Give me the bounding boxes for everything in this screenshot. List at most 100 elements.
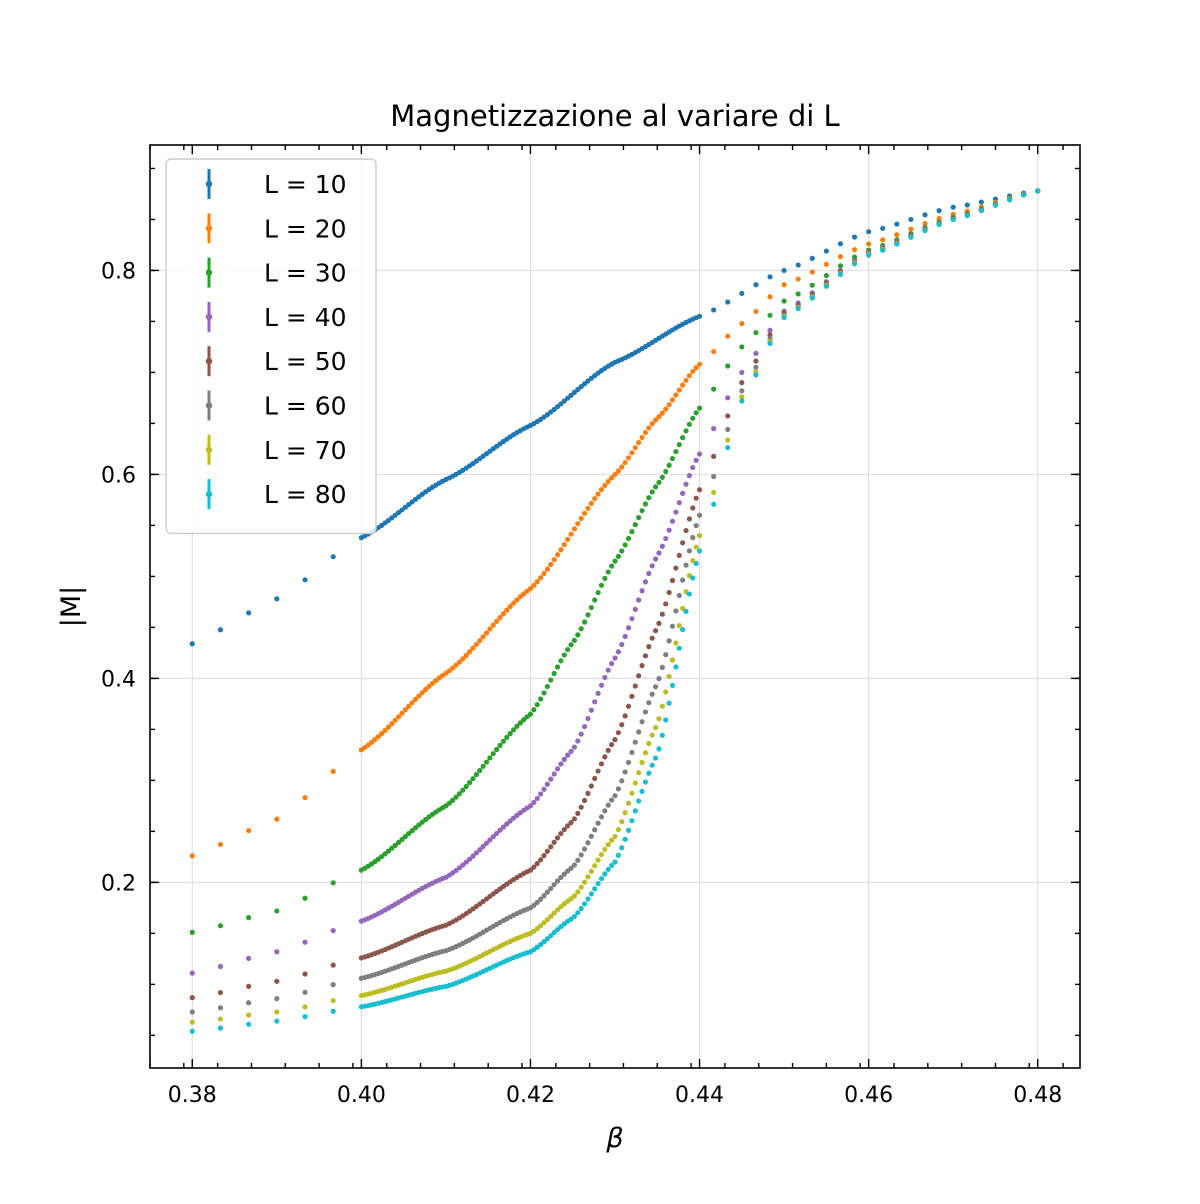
data-point — [592, 699, 598, 705]
data-point — [470, 853, 476, 859]
data-point — [554, 878, 561, 884]
data-point — [690, 415, 696, 421]
data-point — [659, 474, 665, 480]
data-point — [544, 889, 550, 895]
data-point — [866, 252, 872, 258]
data-point — [753, 358, 759, 364]
data-point — [541, 939, 547, 945]
data-point — [629, 529, 635, 535]
data-point — [696, 512, 703, 518]
data-point — [330, 1008, 336, 1014]
data-point — [866, 241, 872, 247]
data-point — [487, 837, 493, 843]
data-point — [753, 308, 759, 315]
data-point — [527, 711, 534, 717]
data-point — [302, 971, 308, 977]
data-point — [669, 657, 676, 663]
data-point — [510, 600, 517, 606]
data-point — [561, 542, 567, 548]
data-point — [646, 740, 652, 747]
data-point — [483, 840, 490, 846]
legend-marker-dot — [205, 402, 213, 409]
data-point — [446, 800, 452, 806]
data-point — [615, 649, 621, 655]
data-point — [541, 570, 547, 577]
data-point — [558, 658, 564, 664]
data-point — [767, 294, 773, 300]
data-point — [622, 633, 628, 640]
data-point — [578, 905, 584, 912]
data-point — [302, 895, 308, 901]
data-point — [795, 262, 801, 268]
data-point — [629, 693, 635, 699]
data-point — [575, 910, 581, 916]
data-point — [585, 874, 591, 880]
data-point — [642, 579, 649, 585]
data-point — [581, 510, 588, 516]
data-point — [330, 962, 336, 968]
data-point — [554, 552, 561, 558]
data-point — [646, 570, 652, 577]
data-point — [510, 727, 517, 733]
data-point — [683, 377, 689, 383]
data-point — [565, 646, 571, 653]
data-point — [538, 575, 544, 581]
data-point — [274, 1009, 280, 1015]
data-point — [619, 845, 625, 851]
data-point — [541, 786, 547, 792]
data-point — [402, 833, 408, 840]
data-point — [639, 759, 645, 766]
data-point — [632, 683, 638, 689]
data-point — [592, 863, 598, 869]
data-point — [753, 282, 759, 288]
data-point — [663, 535, 669, 542]
data-point — [669, 518, 676, 524]
data-point — [571, 816, 578, 822]
data-point — [795, 276, 801, 282]
data-point — [652, 484, 659, 490]
data-point — [609, 661, 615, 667]
data-point — [246, 827, 252, 834]
data-point — [612, 859, 618, 865]
data-point — [302, 989, 308, 995]
data-point — [619, 548, 625, 554]
data-point — [565, 752, 571, 758]
data-point — [680, 435, 686, 441]
data-point — [538, 791, 544, 797]
data-point — [781, 314, 787, 320]
data-point — [477, 847, 483, 853]
data-point — [795, 291, 801, 297]
data-point — [632, 445, 638, 451]
data-point — [639, 588, 645, 594]
data-point — [659, 410, 665, 416]
data-point — [598, 814, 605, 820]
data-point — [615, 730, 621, 736]
data-point — [605, 747, 611, 754]
data-point — [837, 241, 844, 247]
data-point — [399, 710, 405, 716]
data-point — [473, 772, 479, 778]
data-point — [575, 810, 581, 816]
chart-title: Magnetizzazione al variare di L — [390, 99, 839, 133]
data-point — [676, 387, 682, 393]
y-tick-label: 0.2 — [101, 871, 136, 896]
data-point — [534, 899, 540, 906]
data-point — [837, 263, 844, 269]
data-point — [711, 307, 717, 313]
data-point — [622, 836, 628, 842]
data-point — [609, 563, 615, 569]
data-point — [663, 652, 669, 658]
data-point — [544, 936, 550, 942]
data-point — [517, 594, 523, 600]
data-point — [781, 282, 787, 288]
data-point — [217, 989, 224, 996]
data-point — [487, 755, 493, 761]
data-point — [554, 664, 561, 670]
data-point — [466, 856, 473, 862]
x-tick-label: 0.38 — [168, 1083, 217, 1108]
data-point — [629, 749, 635, 756]
data-point — [592, 827, 598, 833]
data-point — [663, 406, 669, 412]
data-point — [612, 471, 618, 478]
data-point — [466, 780, 473, 786]
